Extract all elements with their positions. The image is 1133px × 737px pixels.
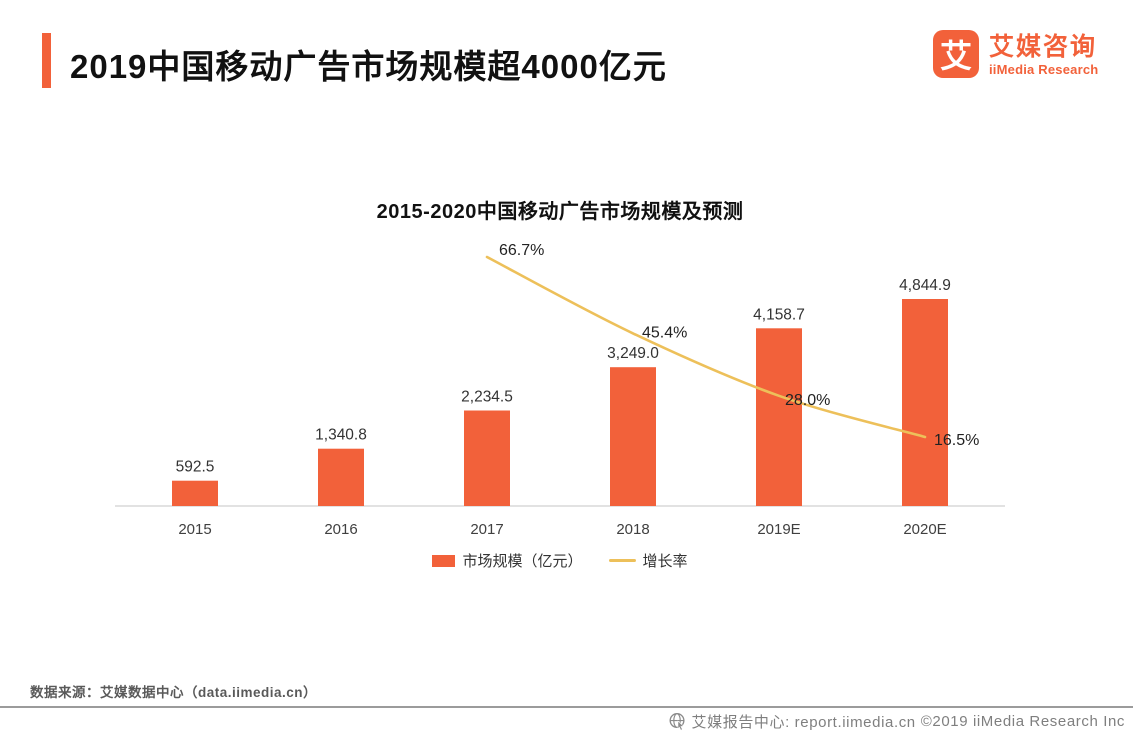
bar-value-label: 592.5 (176, 459, 215, 476)
brand-logo-icon: 艾 (933, 30, 979, 78)
bar-2020E (902, 299, 948, 506)
growth-rate-label: 28.0% (785, 392, 830, 409)
legend-label-growth-rate: 增长率 (642, 553, 688, 570)
x-axis-tick-label: 2019E (757, 521, 800, 538)
bar-value-label: 2,234.5 (461, 389, 513, 406)
bar-2017 (464, 410, 510, 506)
growth-rate-label: 45.4% (642, 324, 687, 341)
brand-logo-text: 艾媒咨询 iiMedia Research (989, 30, 1098, 78)
bar-value-label: 4,844.9 (899, 277, 951, 294)
brand-logo: 艾 艾媒咨询 iiMedia Research (933, 30, 1098, 78)
chart-legend: 市场规模（亿元） 增长率 (100, 550, 1020, 571)
line-series-swatch-icon (608, 559, 636, 562)
bar-value-label: 4,158.7 (753, 306, 805, 323)
brand-name-en: iiMedia Research (989, 61, 1099, 77)
bar-series-swatch-icon (432, 554, 456, 567)
bar-2016 (318, 448, 364, 506)
growth-rate-line (485, 255, 927, 439)
x-axis-tick-label: 2020E (903, 521, 946, 538)
legend-item-market-size: 市场规模（亿元） (432, 550, 583, 571)
bar-2019E (756, 328, 802, 506)
market-size-chart: 592.5 2015 1,340.8 2016 2,234.5 2017 3,249.0 20… (115, 242, 1005, 538)
footer-copyright: ©2019 iiMedia Research Inc (920, 713, 1125, 730)
page-title: 2019中国移动广告市场规模超4000亿元 (70, 48, 667, 85)
footer-divider (0, 706, 1133, 708)
chart-title: 2015-2020中国移动广告市场规模及预测 (376, 201, 744, 223)
title-accent-bar (42, 33, 51, 88)
footer: 艾媒报告中心: report.iimedia.cn ©2019 iiMedia … (668, 711, 1125, 732)
x-axis-tick-label: 2017 (470, 521, 503, 538)
data-source-note: 数据来源：艾媒数据中心（data.iimedia.cn） (30, 685, 318, 700)
globe-cursor-icon (669, 713, 685, 731)
brand-name-cn: 艾媒咨询 (989, 33, 1098, 61)
growth-rate-label: 16.5% (934, 432, 979, 449)
x-axis-tick-label: 2016 (324, 521, 357, 538)
bar-2015 (172, 480, 218, 506)
legend-label-market-size: 市场规模（亿元） (462, 553, 583, 570)
footer-site-label: 艾媒报告中心: report.iimedia.cn (691, 714, 916, 731)
growth-rate-label: 66.7% (499, 242, 544, 259)
x-axis-tick-label: 2018 (616, 521, 649, 538)
bar-value-label: 3,249.0 (607, 345, 659, 362)
x-axis-tick-label: 2015 (178, 521, 211, 538)
legend-item-growth-rate: 增长率 (608, 550, 688, 571)
bar-value-label: 1,340.8 (315, 427, 367, 444)
bar-2018 (610, 367, 656, 506)
